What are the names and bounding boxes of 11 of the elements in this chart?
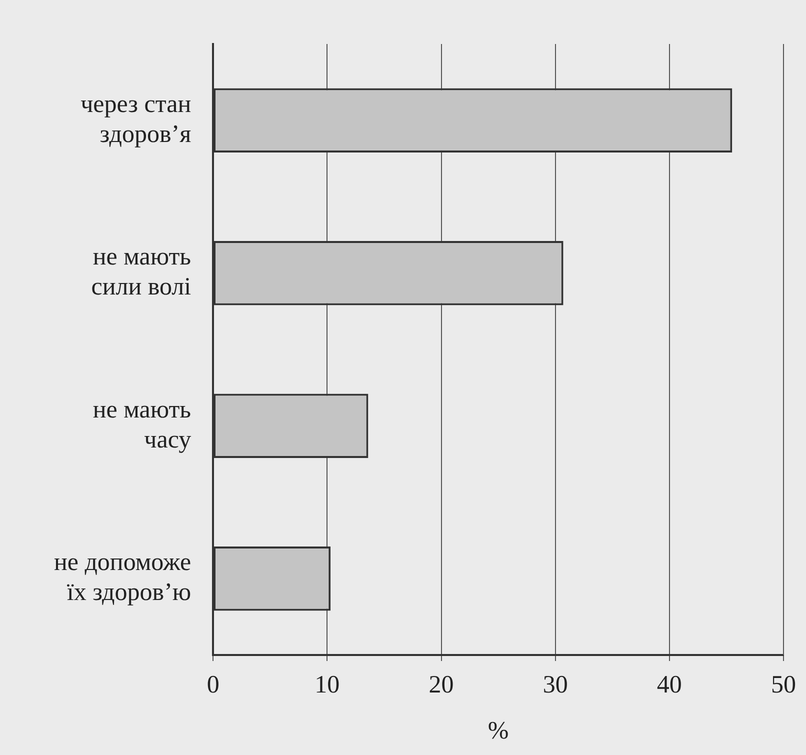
x-tick-label: 10	[314, 672, 340, 699]
x-tick-label: 30	[542, 672, 568, 699]
x-tick-label: 0	[206, 672, 220, 699]
x-tick-label: 40	[656, 672, 682, 699]
y-tick-label: не допоможе їх здоров’ю	[54, 549, 192, 606]
y-tick-label: не мають сили волі	[91, 244, 192, 301]
y-tick-label: через стан здоров’я	[80, 90, 192, 148]
x-axis-title: %	[488, 718, 509, 745]
x-tick-label: 50	[771, 672, 796, 699]
y-tick-label: не мають часу	[92, 396, 192, 454]
x-tick-label: 20	[428, 672, 454, 699]
